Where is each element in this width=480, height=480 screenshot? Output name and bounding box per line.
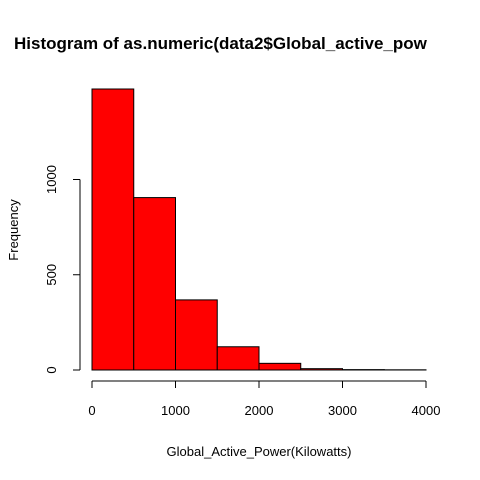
- histogram-bar: [133, 197, 176, 371]
- x-tick-label: 3000: [328, 403, 357, 418]
- histogram-bar: [258, 362, 302, 371]
- x-tick-label: 4000: [412, 403, 441, 418]
- histogram-bars: [91, 88, 427, 371]
- histogram-bar: [300, 368, 343, 371]
- histogram-bar: [91, 88, 135, 371]
- x-axis: 0 1000 2000 3000 4000: [88, 380, 441, 418]
- y-axis-label: Frequency: [6, 199, 21, 261]
- x-tick-label: 1000: [161, 403, 190, 418]
- x-axis-label: Global_Active_Power(Kilowatts): [167, 444, 352, 459]
- y-tick-label: 500: [44, 264, 59, 286]
- y-tick-label: 0: [44, 366, 59, 373]
- histogram-bar: [216, 346, 260, 371]
- x-tick-label: 0: [88, 403, 95, 418]
- x-tick-label: 2000: [245, 403, 274, 418]
- y-tick-label: 1000: [44, 165, 59, 194]
- y-axis: 0 500 1000: [44, 165, 81, 374]
- chart-title: Histogram of as.numeric(data2$Global_act…: [14, 34, 428, 53]
- histogram-bar: [175, 299, 218, 371]
